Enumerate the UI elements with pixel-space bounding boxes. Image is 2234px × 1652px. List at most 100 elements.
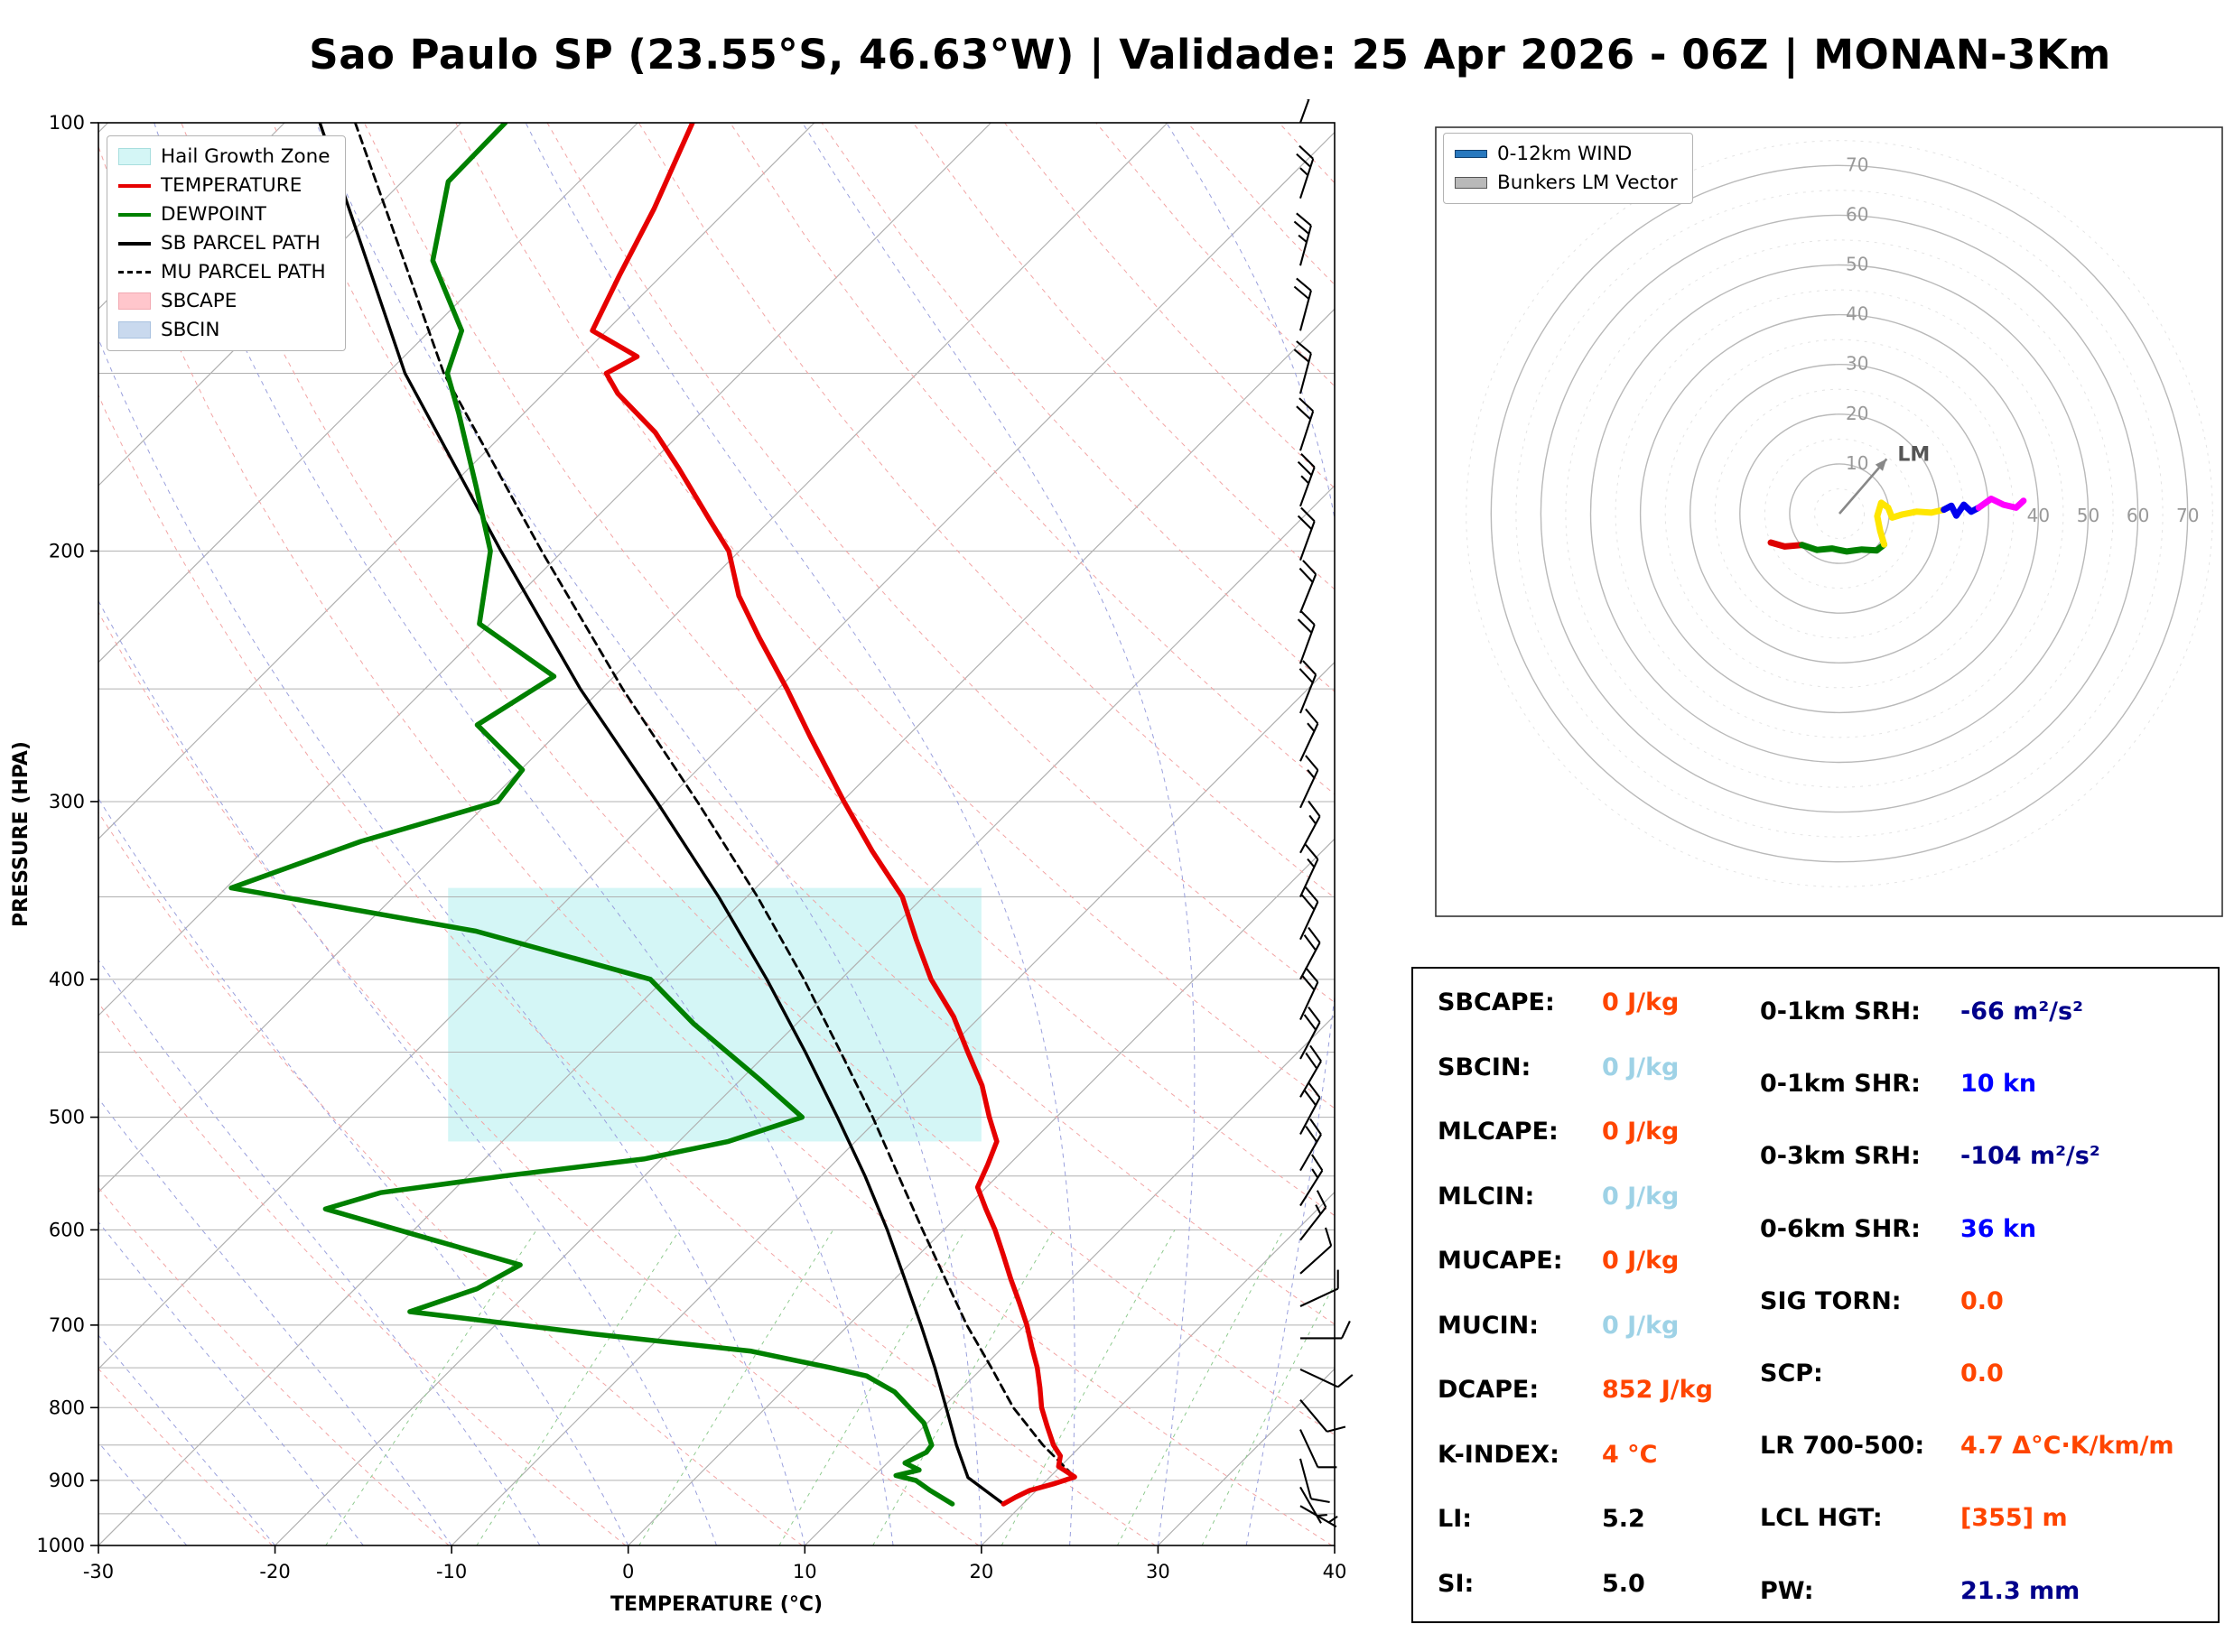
legend-label: MU PARCEL PATH [161, 261, 326, 283]
pressure-tick-label: 400 [49, 969, 85, 990]
legend-label: 0-12km WIND [1497, 143, 1633, 165]
wind-barb [1297, 452, 1316, 507]
ring-label: 60 [1846, 203, 1868, 225]
legend-item: SBCAPE [118, 290, 330, 312]
wind-barb [1299, 1190, 1327, 1241]
wind-barb [1297, 506, 1316, 561]
wind-barb [1297, 610, 1316, 664]
hodograph-trace-9-12km [1975, 496, 2027, 511]
stat-value: 36 kn [1960, 1214, 2037, 1243]
wind-barb [1299, 1044, 1322, 1098]
stat-label: SIG TORN: [1760, 1286, 1902, 1315]
wind-barb [1299, 1227, 1333, 1275]
stats-panel: SBCAPE: 0 J/kg SBCIN: 0 J/kg MLCAPE: 0 J/kg ML… [1411, 967, 2220, 1623]
ring-label: 40 [1846, 303, 1868, 325]
hodograph-trace-0-1km [1767, 539, 1806, 550]
stat-label: MUCIN: [1438, 1311, 1540, 1340]
stat-label: SBCAPE: [1438, 988, 1555, 1016]
stat-mlcape: MLCAPE: 0 J/kg [1438, 1118, 1679, 1146]
temperature-curve [590, 123, 1077, 1507]
lm-arrowhead [1875, 459, 1887, 471]
stat-value: [355] m [1960, 1504, 2068, 1533]
stat-value: 0 J/kg [1602, 1182, 1680, 1211]
stat-scp: SCP: 0.0 [1760, 1360, 2004, 1387]
stat-value: 0.0 [1960, 1286, 2004, 1315]
temperature-tick-label: 10 [793, 1561, 817, 1582]
stat-label: 0-1km SHR: [1760, 1070, 1921, 1099]
stat-sig-torn: SIG TORN: 0.0 [1760, 1287, 2004, 1315]
ring-label: 50 [2077, 505, 2099, 526]
wind-barb [1299, 755, 1319, 809]
wind-barb [1299, 708, 1319, 762]
wind-barb [1293, 340, 1312, 394]
stat-value: 0 J/kg [1602, 1053, 1680, 1081]
wind-barb [1299, 1368, 1354, 1388]
hodograph-ring [1639, 313, 2040, 714]
hodograph-ring [1589, 264, 2090, 764]
legend-label: DEWPOINT [161, 203, 266, 226]
stat-si: SI: 5.0 [1438, 1570, 1645, 1598]
hodograph-ring [1490, 164, 2189, 863]
wind-barb [1299, 1486, 1327, 1524]
hodograph-plot: 10 20 30 40 50 60 70 40 50 60 70 LM [1466, 140, 2213, 887]
temperature-tick-label: 30 [1146, 1561, 1170, 1582]
ring-label: 40 [2027, 505, 2050, 526]
legend-item: MU PARCEL PATH [118, 261, 330, 283]
pressure-tick-label: 100 [49, 112, 85, 134]
pressure-tick-label: 200 [49, 540, 85, 561]
x-axis-title: TEMPERATURE (°C) [610, 1593, 823, 1616]
stat-label: PW: [1760, 1576, 1814, 1605]
wind-barb [1299, 1458, 1330, 1504]
wind-barb [1299, 660, 1317, 714]
stat-value: 852 J/kg [1602, 1376, 1713, 1404]
stat-value: 0 J/kg [1602, 1118, 1680, 1146]
skewt-legend: Hail Growth Zone TEMPERATURE DEWPOINT SB PA… [107, 135, 346, 351]
legend-swatch-line [118, 241, 151, 246]
temperature-tick-label: 0 [622, 1561, 634, 1582]
wind-barbs [1293, 99, 1354, 1528]
y-axis-title: PRESSURE (HPA) [10, 741, 33, 927]
stat-mlcin: MLCIN: 0 J/kg [1438, 1183, 1679, 1211]
legend-label: Bunkers LM Vector [1497, 172, 1678, 194]
stat-value: 0 J/kg [1602, 1247, 1680, 1275]
wind-barb [1299, 560, 1317, 614]
stat-dcape: DCAPE: 852 J/kg [1438, 1376, 1713, 1404]
wind-barb [1296, 144, 1315, 200]
wind-barb [1299, 1505, 1338, 1528]
stat-value: 5.0 [1602, 1569, 1645, 1598]
legend-swatch-line [118, 212, 151, 217]
stat-label: K-INDEX: [1438, 1440, 1559, 1469]
stat-0-3km-srh: 0-3km SRH: -104 m²/s² [1760, 1142, 2100, 1170]
wind-barb [1299, 967, 1319, 1021]
ring-label: 70 [2176, 505, 2199, 526]
stat-li: LI: 5.2 [1438, 1505, 1645, 1533]
temperature-tick-label: -20 [259, 1561, 290, 1582]
stat-value: 21.3 mm [1960, 1576, 2080, 1605]
stat-label: 0-6km SHR: [1760, 1214, 1921, 1243]
legend-swatch-dashed [118, 271, 151, 274]
stat-label: SCP: [1760, 1360, 1823, 1387]
legend-item: Hail Growth Zone [118, 145, 330, 168]
legend-swatch-grayvec [1455, 177, 1487, 189]
ring-label: 30 [1846, 353, 1868, 375]
wind-barb [1299, 1399, 1346, 1433]
pressure-tick-label: 1000 [37, 1535, 85, 1556]
legend-swatch-patch [118, 148, 151, 165]
wind-barb [1296, 397, 1315, 451]
legend-item: SBCIN [118, 319, 330, 341]
temperature-tick-label: 20 [969, 1561, 993, 1582]
legend-swatch-patch [118, 321, 151, 339]
stat-value: 0 J/kg [1602, 988, 1680, 1016]
wind-barb [1299, 99, 1310, 124]
wind-barb [1299, 1269, 1339, 1307]
legend-swatch-line [118, 183, 151, 188]
hail-growth-zone [448, 887, 982, 1142]
hodograph-ring [1689, 364, 1990, 664]
stat-mucin: MUCIN: 0 J/kg [1438, 1312, 1679, 1340]
stat-0-1km-srh: 0-1km SRH: -66 m²/s² [1760, 998, 2083, 1026]
stat-value: -104 m²/s² [1960, 1142, 2100, 1171]
stat-value: 10 kn [1960, 1070, 2037, 1099]
